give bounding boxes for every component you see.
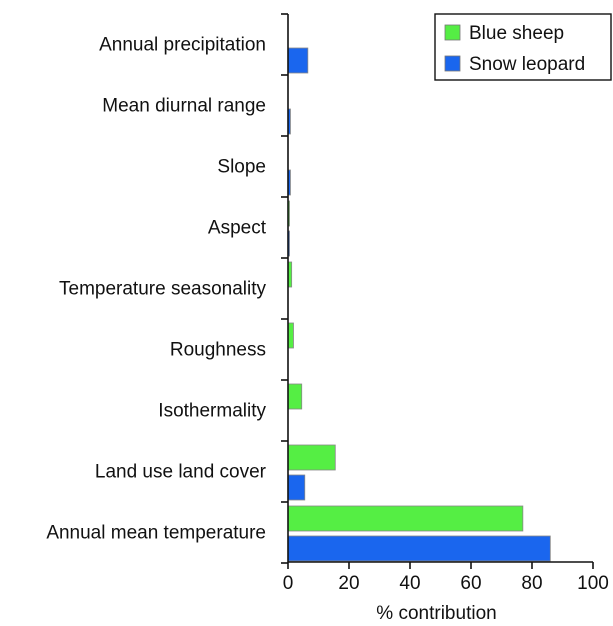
category-label-temperature-seasonality: Temperature seasonality xyxy=(59,279,266,300)
category-label-annual-mean-temperature: Annual mean temperature xyxy=(46,523,266,544)
category-label-isothermality: Isothermality xyxy=(158,401,266,422)
x-tick-label: 60 xyxy=(460,573,481,594)
category-label-slope: Slope xyxy=(217,157,266,178)
category-label-land-use-land-cover: Land use land cover xyxy=(95,462,267,483)
x-tick-label: 0 xyxy=(283,573,294,594)
category-label-aspect: Aspect xyxy=(208,218,267,239)
legend: Blue sheep Snow leopard xyxy=(434,13,612,81)
legend-box xyxy=(434,13,612,81)
bar-blue-sheep-land-use-land-cover xyxy=(287,444,336,471)
category-label-annual-precipitation: Annual precipitation xyxy=(99,35,266,56)
bar-blue-sheep-isothermality xyxy=(287,383,303,410)
x-tick-label: 100 xyxy=(577,573,609,594)
bar-blue-sheep-roughness xyxy=(287,322,294,349)
bar-snow-leopard-land-use-land-cover xyxy=(287,474,306,501)
x-axis-title: % contribution xyxy=(376,603,496,624)
x-tick-group: 0 20 40 60 80 100 xyxy=(283,562,609,594)
category-label-roughness: Roughness xyxy=(170,340,266,361)
x-tick-label: 20 xyxy=(338,573,359,594)
category-labels: Annual precipitation Mean diurnal range Sl… xyxy=(46,35,266,544)
legend-swatch-blue-sheep xyxy=(444,24,461,41)
bar-snow-leopard-annual-precipitation xyxy=(287,47,309,74)
x-ticks: 0 20 40 60 80 100 xyxy=(281,13,609,594)
bar-snow-leopard-annual-mean-temperature xyxy=(287,535,551,562)
bar-blue-sheep-annual-mean-temperature xyxy=(287,505,524,532)
x-tick-label: 80 xyxy=(521,573,542,594)
x-tick-label: 40 xyxy=(399,573,420,594)
bars xyxy=(287,47,551,562)
category-label-mean-diurnal-range: Mean diurnal range xyxy=(102,96,266,117)
legend-swatch-snow-leopard xyxy=(444,55,461,72)
y-ticks xyxy=(281,13,288,564)
legend-label-blue-sheep: Blue sheep xyxy=(469,23,564,44)
legend-label-snow-leopard: Snow leopard xyxy=(469,54,585,75)
axes xyxy=(287,14,593,563)
